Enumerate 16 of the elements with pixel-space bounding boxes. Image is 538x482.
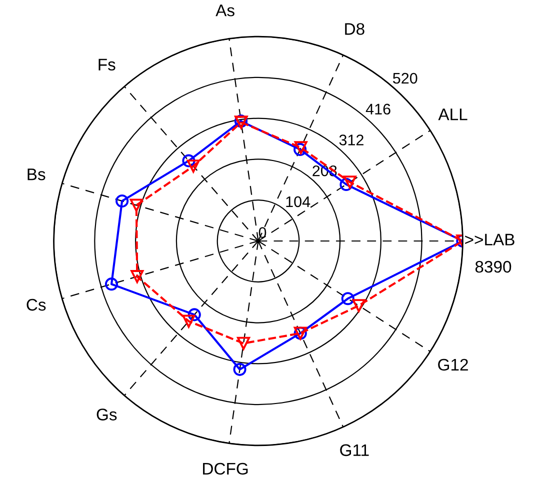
spoke-label: G12 [438,358,468,371]
spoke-label: D8 [345,23,364,35]
spoke-label: G11 [340,444,369,456]
spoke-label: Bs [28,168,46,180]
spoke-label: As [216,4,234,16]
spoke-label: Gs [96,408,117,420]
y-tick-label: 312 [339,134,364,146]
y-tick-label: 416 [366,104,390,115]
spoke-label: Cs [26,298,46,311]
y-tick-label: 104 [286,196,310,208]
spoke-label: Fs [98,58,116,70]
y-tick-label: 520 [392,72,418,84]
spoke-label: DCFG [203,462,248,475]
spoke-label: ALL [438,108,468,120]
text: 8390 [475,260,512,273]
spoke-label: >>LAB [465,234,514,246]
